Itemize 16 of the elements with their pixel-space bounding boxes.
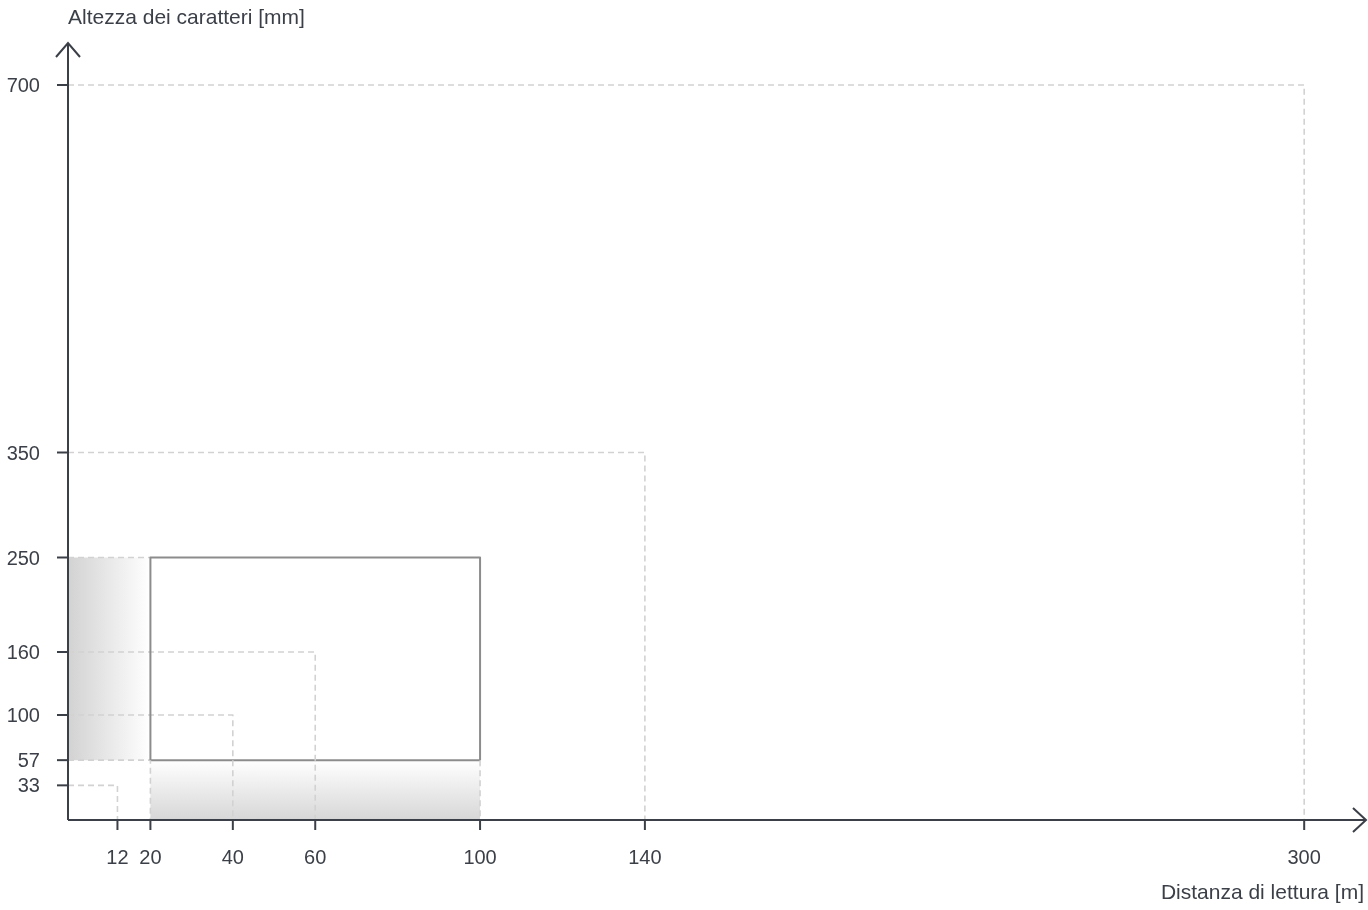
- y-tick-label: 33: [17, 774, 40, 797]
- y-tick-label: 160: [6, 641, 40, 663]
- y-axis-title: Altezza dei caratteri [mm]: [68, 5, 305, 28]
- x-axis-title: Distanza di lettura [m]: [1160, 880, 1364, 903]
- x-tick-label: 140: [628, 846, 662, 868]
- y-tick-label: 57: [17, 749, 40, 772]
- y-tick-label: 350: [6, 441, 40, 464]
- x-tick-label: 100: [463, 846, 497, 868]
- y-tick-label: 700: [6, 74, 40, 96]
- x-tick-label: 300: [1287, 846, 1321, 868]
- x-tick-label: 12: [106, 846, 129, 868]
- y-tick-label: 250: [6, 546, 40, 569]
- x-tick-label: 20: [139, 846, 162, 868]
- x-tick-label: 40: [221, 846, 244, 868]
- x-tick-label: 60: [304, 846, 327, 868]
- y-tick-label: 100: [6, 704, 40, 726]
